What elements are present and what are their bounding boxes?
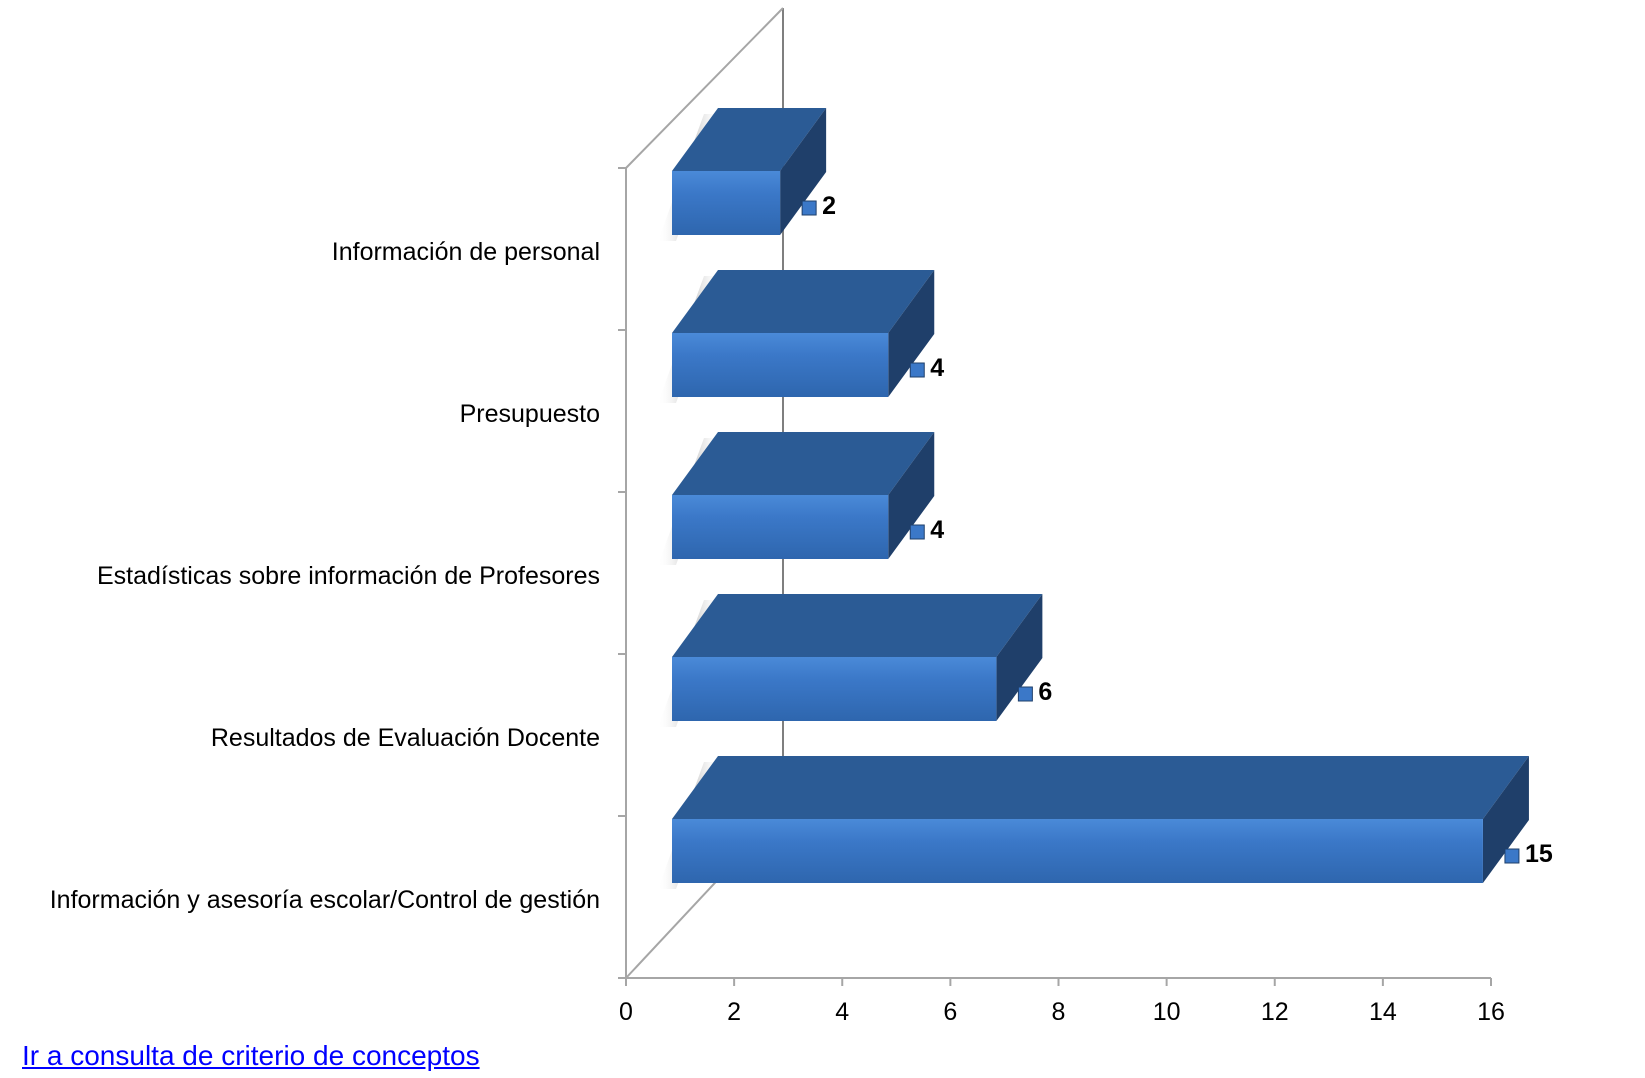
- category-label: Presupuesto: [460, 400, 600, 428]
- bar-group: 4: [658, 432, 944, 565]
- x-tick-label: 4: [835, 998, 849, 1026]
- bar-top-face: [672, 432, 935, 495]
- bar: [672, 819, 1483, 883]
- x-tick-label: 6: [943, 998, 957, 1026]
- x-tick-label: 12: [1261, 998, 1289, 1026]
- data-label-marker: [801, 200, 817, 216]
- data-label-marker: [1017, 686, 1033, 702]
- bar-group: 6: [658, 594, 1052, 727]
- bar: [672, 495, 889, 559]
- data-label-marker: [1504, 848, 1520, 864]
- x-tick-label: 0: [619, 998, 633, 1026]
- bar-top-face: [672, 756, 1529, 819]
- bar-side-face: [888, 270, 935, 397]
- category-label: Resultados de Evaluación Docente: [211, 724, 600, 752]
- bar-side-face: [888, 432, 935, 559]
- x-tick-label: 10: [1153, 998, 1181, 1026]
- x-tick-label: 14: [1369, 998, 1397, 1026]
- data-label: 2: [822, 192, 836, 220]
- x-tick-label: 16: [1477, 998, 1505, 1026]
- bar: [672, 171, 781, 235]
- bar-group: 15: [658, 756, 1553, 889]
- data-label: 4: [930, 354, 944, 382]
- category-label: Información y asesoría escolar/Control d…: [50, 886, 600, 914]
- category-label: Información de personal: [332, 238, 600, 266]
- top-diagonal-line: [625, 7, 784, 169]
- bar-top-face: [672, 594, 1043, 657]
- consult-criteria-link[interactable]: Ir a consulta de criterio de conceptos: [22, 1040, 480, 1071]
- bar-side-face: [996, 594, 1043, 721]
- bar-group: 2: [658, 108, 836, 241]
- bar-side-face: [1482, 756, 1529, 883]
- bar-top-face: [672, 270, 935, 333]
- x-tick-label: 8: [1052, 998, 1066, 1026]
- x-tick-label: 2: [727, 998, 741, 1026]
- data-label-marker: [909, 362, 925, 378]
- bar-group: 4: [658, 270, 944, 403]
- data-label-marker: [909, 524, 925, 540]
- bar: [672, 657, 997, 721]
- bar-side-face: [780, 108, 827, 235]
- bar-top-face: [672, 108, 827, 171]
- bar: [672, 333, 889, 397]
- data-label: 4: [930, 516, 944, 544]
- data-label: 15: [1525, 840, 1553, 868]
- data-label: 6: [1038, 678, 1052, 706]
- category-label: Estadísticas sobre información de Profes…: [97, 562, 600, 590]
